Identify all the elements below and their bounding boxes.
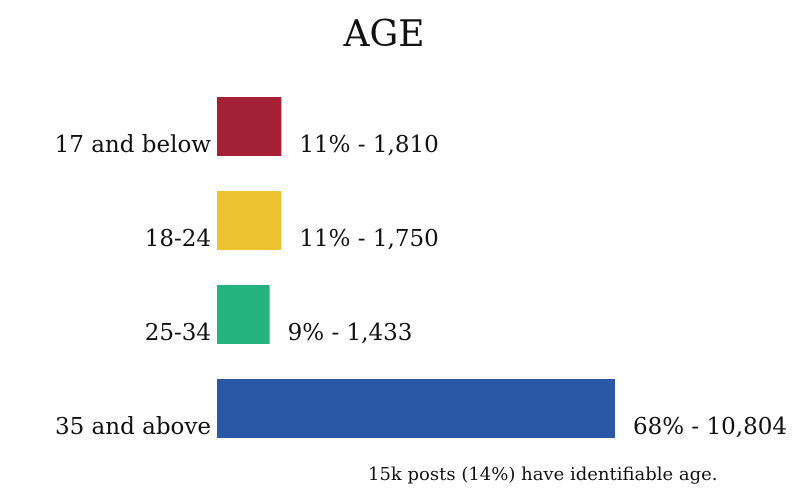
chart-title: AGE	[342, 14, 424, 55]
category-label-0: 17 and below	[55, 132, 212, 158]
bar-2	[217, 285, 270, 344]
category-labels: 17 and below 18-24 25-34 35 and above	[55, 132, 212, 440]
value-label-3: 68% - 10,804	[633, 414, 787, 440]
category-label-2: 25-34	[145, 320, 211, 346]
bar-3	[217, 379, 615, 438]
bar-0	[217, 97, 282, 156]
category-label-3: 35 and above	[55, 414, 211, 440]
value-label-1: 11% - 1,750	[299, 226, 438, 252]
footnote: 15k posts (14%) have identifiable age.	[368, 464, 718, 485]
value-label-0: 11% - 1,810	[299, 132, 438, 158]
bars-layer	[217, 97, 615, 438]
category-label-1: 18-24	[145, 226, 211, 252]
value-label-2: 9% - 1,433	[288, 320, 413, 346]
value-labels: 11% - 1,810 11% - 1,750 9% - 1,433 68% - 10…	[288, 132, 787, 440]
bar-1	[217, 191, 282, 250]
